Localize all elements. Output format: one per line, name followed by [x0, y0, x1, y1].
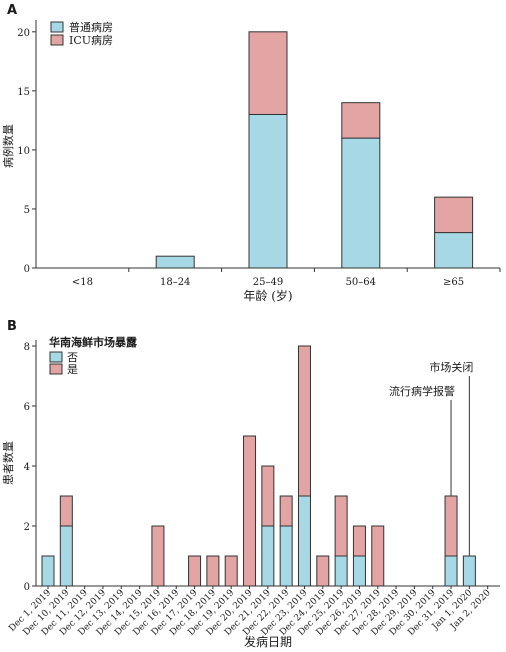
legend-swatch-no	[49, 351, 63, 363]
legend-title-market-exposure: 华南海鲜市场暴露	[49, 335, 138, 349]
bar-b-yes-1	[59, 495, 73, 527]
y-tick-label-b: 8	[24, 342, 30, 353]
bar-a-icu-3	[341, 102, 381, 139]
legend-label-yes: 是	[67, 363, 78, 376]
legend-swatch-general-ward	[50, 21, 64, 33]
bar-b-yes-13	[279, 495, 293, 527]
y-tick-label-a: 5	[24, 205, 30, 216]
x-tick-label-a: ≥65	[443, 277, 464, 288]
x-tick-label-a: 18–24	[160, 277, 190, 288]
bar-b-yes-12	[261, 465, 275, 527]
bar-a-general-1	[155, 255, 195, 269]
bar-b-yes-18	[371, 525, 385, 587]
panel-a: A 0 5 10 15 20 <18 18–24 25–49 50–64 ≥65 普通病房 ICU…	[1, 3, 501, 303]
bar-a-general-2	[248, 113, 288, 269]
annotation-epidemic-alert: 流行病学报警	[389, 384, 455, 398]
y-tick-label-a: 0	[24, 264, 30, 275]
x-axis-label-a: 年龄 (岁)	[243, 288, 292, 303]
x-tick-label-a: 50–64	[346, 277, 376, 288]
x-tick-label-a: <18	[72, 277, 93, 288]
y-axis-label-b: 患者数量	[2, 441, 15, 485]
bar-a-general-3	[341, 137, 381, 269]
bar-a-general-4	[434, 232, 474, 269]
bar-a-icu-2	[248, 31, 288, 115]
bar-b-no-14	[297, 495, 311, 587]
bar-b-yes-17	[352, 525, 366, 557]
panel-b-label: B	[7, 319, 17, 334]
panel-a-plot: 0 5 10 15 20 <18 18–24 25–49 50–64 ≥65	[17, 20, 501, 288]
bar-b-no-22	[444, 555, 458, 587]
bar-b-yes-15	[316, 555, 330, 587]
panel-a-label: A	[7, 3, 17, 18]
y-tick-label-b: 2	[24, 522, 30, 533]
legend-swatch-yes	[49, 363, 63, 375]
bar-b-yes-16	[334, 495, 348, 557]
bar-b-yes-9	[206, 555, 220, 587]
legend-label-no: 否	[67, 351, 78, 364]
bar-a-icu-4	[434, 196, 474, 234]
y-tick-label-a: 20	[17, 28, 30, 39]
bar-b-yes-11	[243, 435, 257, 587]
legend-label-icu-ward: ICU病房	[69, 33, 113, 47]
legend-swatch-icu-ward	[50, 34, 64, 46]
y-axis-label-a: 病例数量	[1, 124, 15, 168]
y-tick-label-b: 0	[24, 582, 30, 593]
bar-b-yes-8	[188, 555, 202, 587]
bar-b-yes-10	[224, 555, 238, 587]
y-tick-label-b: 6	[24, 402, 30, 413]
bar-b-no-12	[261, 525, 275, 587]
bar-b-no-17	[352, 555, 366, 587]
bar-b-no-16	[334, 555, 348, 587]
bar-b-yes-14	[297, 345, 311, 497]
y-tick-label-a: 15	[17, 87, 30, 98]
bar-b-no-23	[462, 555, 476, 587]
bar-b-yes-6	[151, 525, 165, 587]
annotation-market-closed: 市场关闭	[429, 360, 473, 374]
bar-b-no-0	[41, 555, 55, 587]
y-tick-label-a: 10	[17, 146, 30, 157]
x-tick-label-a: 25–49	[253, 277, 283, 288]
y-tick-label-b: 4	[24, 462, 30, 473]
bar-b-no-13	[279, 525, 293, 587]
bar-b-yes-22	[444, 495, 458, 557]
x-axis-label-b: 发病日期	[244, 634, 292, 649]
legend-label-general-ward: 普通病房	[69, 20, 113, 34]
bar-b-no-1	[59, 525, 73, 587]
